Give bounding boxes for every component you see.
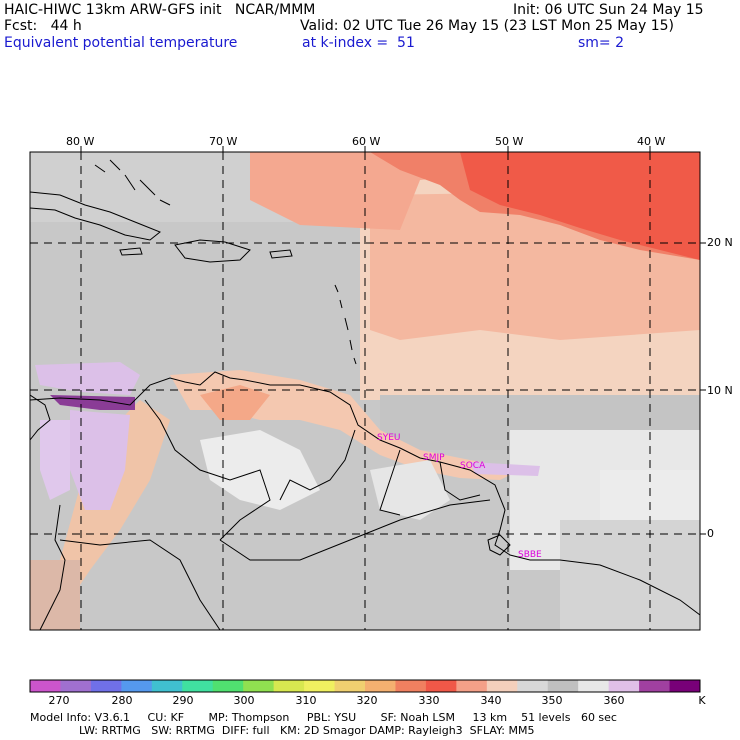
field-name: Equivalent potential temperature (4, 35, 238, 51)
model-info: Model Info: V3.6.1 CU: KF MP: Thompson P… (30, 711, 617, 724)
colorbar-swatch (517, 680, 549, 692)
colorbar-tick-label: 360 (603, 694, 625, 707)
x-tick-label: 50 W (495, 135, 524, 148)
field-patch (370, 460, 450, 520)
field-patch (70, 410, 130, 510)
coastline-hispaniola (174, 239, 251, 263)
colorbar-unit: K (698, 694, 706, 707)
border-peru (59, 539, 221, 630)
colorbar-tick-label: 300 (233, 694, 255, 707)
colorbar-swatch (243, 680, 275, 692)
field-patch (470, 462, 540, 476)
y-tick-label: 20 N (707, 236, 733, 249)
field-patch (460, 152, 700, 260)
colorbar-swatch (486, 680, 518, 692)
colorbar-swatch (547, 680, 579, 692)
colorbar-tick-label: 270 (48, 694, 70, 707)
colorbar-swatch (669, 680, 701, 692)
colorbar-swatch (608, 680, 640, 692)
coastline-lesser-antilles (334, 284, 357, 365)
colorbar-swatch (456, 680, 488, 692)
colorbar-swatch (425, 680, 457, 692)
border-suriname-guiana (439, 461, 481, 501)
colorbar-swatch (90, 680, 122, 692)
y-tick-label: 0 (707, 527, 714, 540)
colorbar-swatch (60, 680, 92, 692)
smoothing: sm= 2 (578, 35, 625, 51)
colorbar-swatch (212, 680, 244, 692)
colorbar-swatch (121, 680, 153, 692)
colorbar-swatch (578, 680, 610, 692)
physics-info: LW: RRTMG SW: RRTMG DIFF: full KM: 2D Sm… (30, 724, 535, 737)
border-guyana-suriname (379, 449, 401, 516)
coastline-south-america (30, 371, 700, 616)
coastline-bahamas (94, 159, 171, 206)
border-brazil (219, 499, 491, 561)
colorbar-swatch (151, 680, 183, 692)
colorbar-tick-label: 310 (295, 694, 317, 707)
colorbar-tick-label: 340 (480, 694, 502, 707)
coastline-jamaica (119, 247, 143, 256)
field-patch (40, 420, 70, 500)
colorbar-tick-label: 290 (172, 694, 194, 707)
plot-frame (29, 151, 701, 631)
station-label: SYEU (377, 433, 400, 443)
colorbar-frame (29, 679, 701, 693)
colorbar-swatch (395, 680, 427, 692)
x-tick-label: 80 W (66, 135, 95, 148)
coastline-puerto-rico (269, 249, 293, 259)
border-venezuela-guyana (279, 429, 356, 501)
x-tick-label: 70 W (209, 135, 238, 148)
field-patch (35, 362, 140, 395)
coastline-pacific-sa (39, 504, 66, 630)
border-colombia-venezuela (144, 399, 271, 541)
init-time: Init: 06 UTC Sun 24 May 15 (513, 2, 704, 18)
colorbar-tick-label: 350 (541, 694, 563, 707)
colorbar-tick-label: 280 (111, 694, 133, 707)
coastline-central-america (30, 394, 51, 441)
colorbar-swatch (639, 680, 671, 692)
colorbar-tick-label: 320 (356, 694, 378, 707)
station-label: SOCA (460, 461, 486, 471)
x-tick-label: 40 W (637, 135, 666, 148)
colorbar-swatch (182, 680, 214, 692)
station-label: SBBE (518, 550, 542, 560)
colorbar-swatch (365, 680, 396, 692)
station-label: SMJP (423, 453, 445, 463)
coastline-cuba (30, 191, 161, 241)
island-marajo (487, 534, 511, 556)
y-tick-label: 10 N (707, 384, 733, 397)
colorbar-swatch (30, 680, 61, 692)
field-patch (200, 385, 270, 420)
model-title: HAIC-HIWC 13km ARW-GFS init NCAR/MMM (4, 2, 316, 18)
field-patch (30, 560, 80, 630)
colorbar-swatch (273, 680, 305, 692)
colorbar-swatch (304, 680, 336, 692)
field-patch (560, 520, 700, 630)
colorbar-tick-label: 330 (418, 694, 440, 707)
colorbar-swatch (334, 680, 366, 692)
level-index: at k-index = 51 (302, 35, 415, 51)
valid-time: Valid: 02 UTC Tue 26 May 15 (23 LST Mon … (300, 18, 674, 34)
x-tick-label: 60 W (352, 135, 381, 148)
forecast-hour: Fcst: 44 h (4, 18, 82, 34)
